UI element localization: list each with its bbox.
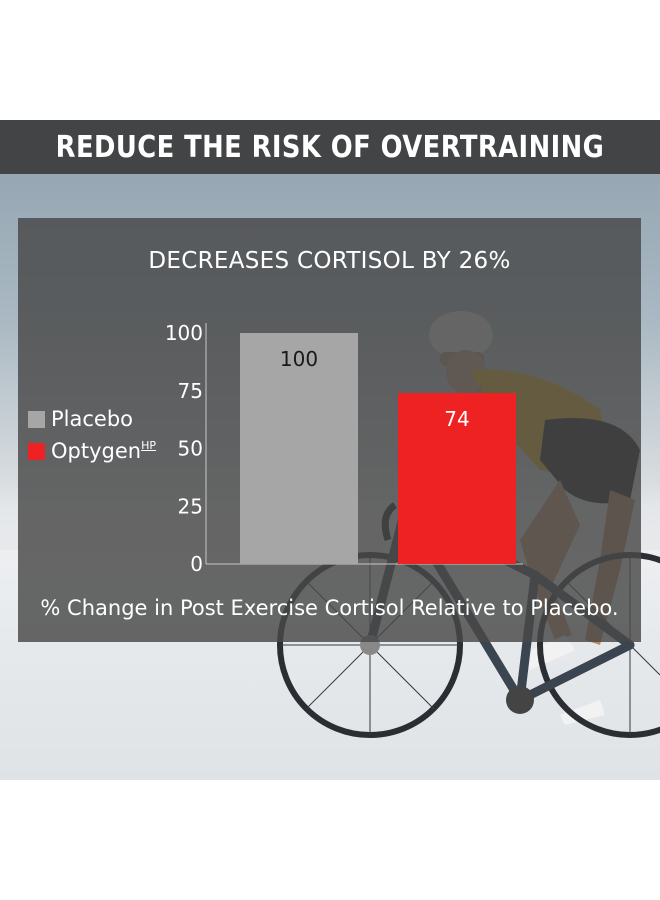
- legend-item-optygen: OptygenHP: [28, 435, 156, 467]
- page-title: REDUCE THE RISK OF OVERTRAINING: [55, 129, 605, 165]
- bar-chart: 0 25 50 75 100 100 74: [165, 321, 523, 576]
- legend-label-optygen: OptygenHP: [51, 439, 156, 463]
- chart-legend: Placebo OptygenHP: [28, 403, 156, 467]
- y-tick-label: 75: [178, 379, 203, 403]
- data-label: 74: [444, 407, 469, 431]
- legend-swatch-optygen: [28, 442, 45, 460]
- title-banner: REDUCE THE RISK OF OVERTRAINING: [0, 120, 660, 174]
- y-tick-label: 25: [178, 494, 203, 518]
- legend-swatch-placebo: [28, 410, 45, 428]
- legend-item-placebo: Placebo: [28, 403, 156, 435]
- legend-name: Optygen: [51, 439, 142, 463]
- chart-caption: % Change in Post Exercise Cortisol Relat…: [40, 596, 619, 620]
- legend-name: Placebo: [51, 407, 134, 431]
- y-tick-label: 0: [190, 552, 203, 576]
- chart-panel: DECREASES CORTISOL BY 26% Placebo Optyge…: [18, 218, 641, 642]
- data-label: 100: [280, 347, 318, 371]
- legend-label-placebo: Placebo: [51, 407, 133, 431]
- chart-title: DECREASES CORTISOL BY 26%: [148, 248, 511, 274]
- legend-superscript: HP: [141, 439, 156, 452]
- bar-placebo: [240, 333, 358, 564]
- y-tick-label: 50: [178, 437, 203, 461]
- y-tick-label: 100: [165, 321, 203, 345]
- bar-optygen: [398, 393, 516, 564]
